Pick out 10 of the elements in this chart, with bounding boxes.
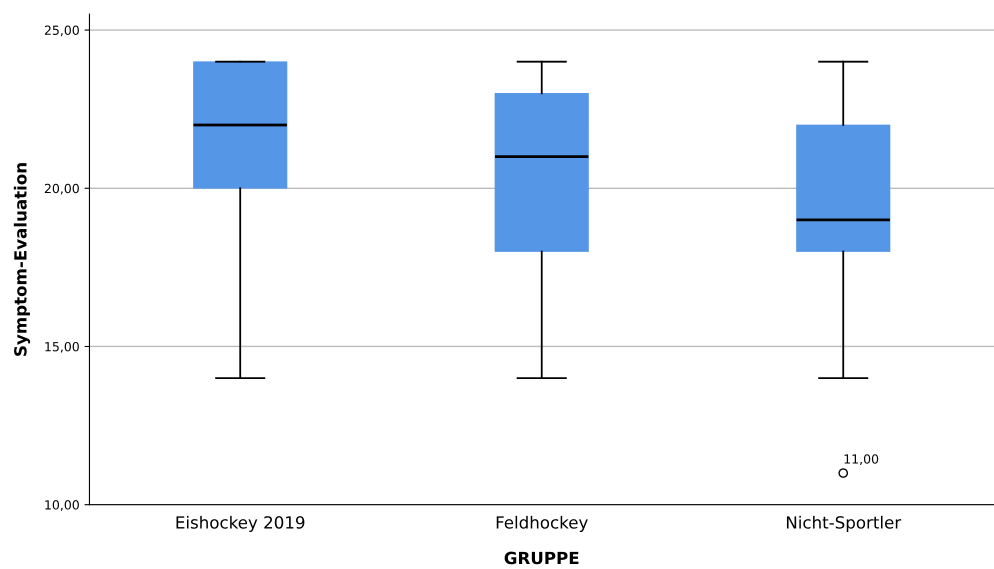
x-tick-label: Eishockey 2019 [176, 516, 304, 532]
x-tick-label: Feldhockey [496, 516, 588, 532]
x-tick-label: Nicht-Sportler [786, 516, 902, 532]
y-axis-title: Symptom-Evaluation [14, 163, 30, 356]
annotation: 11,00 [844, 454, 878, 465]
y-tick-label: 10,00 [45, 500, 79, 511]
x-axis-title: GRUPPE [504, 552, 578, 564]
y-tick-label: 15,00 [45, 342, 79, 353]
y-tick-label: 20,00 [44, 184, 79, 194]
y-tick-label: 25,00 [44, 26, 79, 36]
